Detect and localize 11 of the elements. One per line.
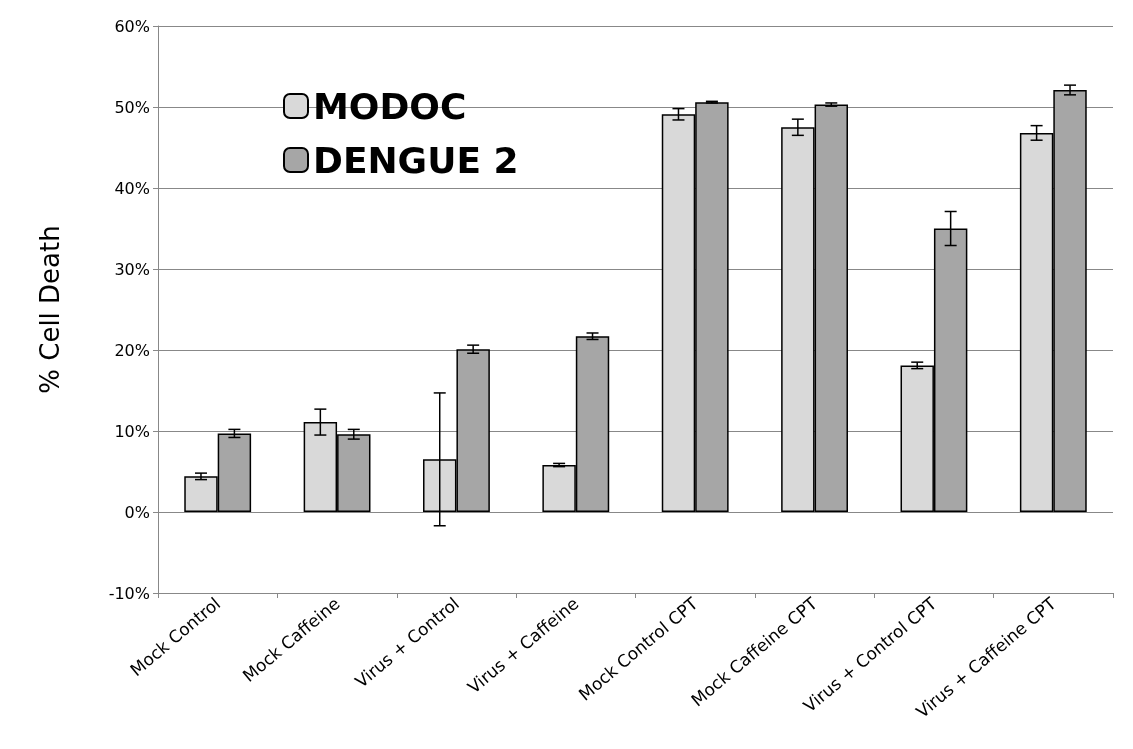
y-tick-label: 60% xyxy=(114,16,150,36)
y-tick-label: 0% xyxy=(124,502,150,522)
y-tick-label: 50% xyxy=(114,97,150,117)
legend-label: MODOC xyxy=(313,85,467,127)
legend-label: DENGUE 2 xyxy=(313,139,519,181)
y-tick-label: 40% xyxy=(114,178,150,198)
y-tick-label: 30% xyxy=(114,259,150,279)
y-tick-label: 20% xyxy=(114,340,150,360)
y-axis-title: % Cell Death xyxy=(35,225,65,394)
y-tick-label: 10% xyxy=(114,421,150,441)
y-tick-label: -10% xyxy=(108,583,150,603)
